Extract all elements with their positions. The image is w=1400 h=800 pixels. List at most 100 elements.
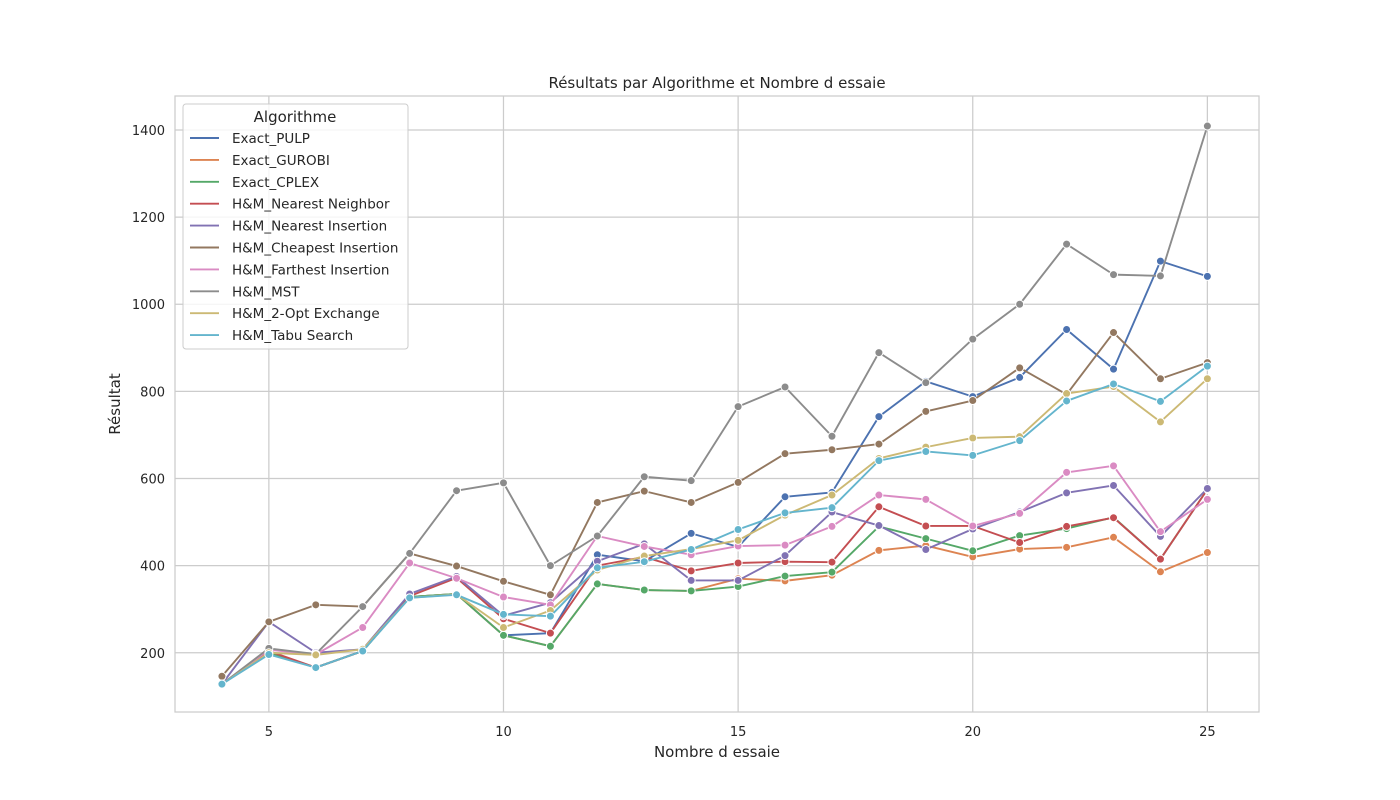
data-point xyxy=(639,557,649,567)
data-point xyxy=(874,521,884,531)
data-point xyxy=(545,641,555,651)
data-point xyxy=(1062,325,1072,335)
data-point xyxy=(1109,513,1119,523)
data-point xyxy=(686,528,696,538)
data-point xyxy=(921,378,931,388)
data-point xyxy=(264,649,274,659)
data-point xyxy=(1109,379,1119,389)
data-point xyxy=(1015,436,1025,446)
data-point xyxy=(921,545,931,555)
legend-item: H&M_2-Opt Exchange xyxy=(190,306,380,322)
data-point xyxy=(639,541,649,551)
legend: Algorithme Exact_PULP Exact_GUROBI Exact_C… xyxy=(182,103,409,350)
legend-label: H&M_Tabu Search xyxy=(232,328,353,344)
data-point xyxy=(827,557,837,567)
data-point xyxy=(1202,271,1212,281)
legend-item: Exact_CPLEX xyxy=(190,175,319,191)
legend-label: H&M_MST xyxy=(232,284,300,300)
series-line xyxy=(221,365,1208,685)
series-line xyxy=(221,464,1208,685)
data-point xyxy=(921,406,931,416)
legend-item: H&M_Tabu Search xyxy=(190,328,353,344)
legend-title: Algorithme xyxy=(254,108,337,126)
legend-item: Exact_GUROBI xyxy=(190,153,330,169)
data-point xyxy=(874,490,884,500)
data-point xyxy=(452,590,462,600)
data-point xyxy=(217,671,227,681)
legend-label: H&M_Nearest Neighbor xyxy=(232,197,390,213)
legend-label: H&M_Cheapest Insertion xyxy=(232,241,398,257)
data-point xyxy=(1202,484,1212,494)
data-point xyxy=(686,497,696,507)
data-point xyxy=(498,630,508,640)
data-point xyxy=(1155,396,1165,406)
data-point xyxy=(545,561,555,571)
data-point xyxy=(311,663,321,673)
data-point xyxy=(1202,121,1212,131)
data-point xyxy=(1015,508,1025,518)
legend-label: H&M_2-Opt Exchange xyxy=(232,306,380,322)
data-point xyxy=(592,497,602,507)
data-point xyxy=(780,508,790,518)
data-point xyxy=(498,478,508,488)
data-point xyxy=(1202,548,1212,558)
legend-item: H&M_MST xyxy=(190,284,300,300)
y-tick-label: 800 xyxy=(140,385,165,400)
data-point xyxy=(827,431,837,441)
data-point xyxy=(874,439,884,449)
data-point xyxy=(498,609,508,619)
data-point xyxy=(592,579,602,589)
data-point xyxy=(1109,270,1119,280)
data-point xyxy=(780,551,790,561)
data-point xyxy=(217,679,227,689)
data-point xyxy=(1015,299,1025,309)
data-point xyxy=(827,445,837,455)
data-point xyxy=(733,575,743,585)
data-point xyxy=(1109,328,1119,338)
data-point xyxy=(311,600,321,610)
data-point xyxy=(545,590,555,600)
data-point xyxy=(1202,361,1212,371)
data-point xyxy=(827,567,837,577)
data-point xyxy=(358,602,368,612)
legend-item: H&M_Farthest Insertion xyxy=(190,262,390,278)
data-point xyxy=(452,561,462,571)
chart-title: Résultats par Algorithme et Nombre d ess… xyxy=(548,74,885,92)
legend-box xyxy=(182,103,409,350)
data-point xyxy=(1155,567,1165,577)
y-axis-label: Résultat xyxy=(106,373,124,435)
series-line xyxy=(221,484,1209,685)
data-point xyxy=(733,402,743,412)
data-point xyxy=(498,622,508,632)
data-point xyxy=(733,535,743,545)
data-point xyxy=(1155,271,1165,281)
data-point xyxy=(968,546,978,556)
data-point xyxy=(1109,480,1119,490)
data-point xyxy=(968,433,978,443)
data-point xyxy=(545,611,555,621)
data-point xyxy=(733,524,743,534)
data-point xyxy=(827,503,837,513)
y-tick-label: 600 xyxy=(140,472,165,487)
data-point xyxy=(1062,488,1072,498)
data-point xyxy=(921,521,931,531)
data-point xyxy=(311,650,321,660)
data-point xyxy=(639,472,649,482)
data-point xyxy=(874,412,884,422)
legend-item: H&M_Nearest Neighbor xyxy=(190,197,390,213)
data-point xyxy=(1202,374,1212,384)
tick-layer: 5 10 15 20 25 200 400 600 800 1000 1200 1400 xyxy=(132,124,1216,740)
data-point xyxy=(780,382,790,392)
legend-label: Exact_PULP xyxy=(232,131,310,147)
data-point xyxy=(780,571,790,581)
data-point xyxy=(405,593,415,603)
legend-item: H&M_Nearest Insertion xyxy=(190,219,387,235)
legend-item: Exact_PULP xyxy=(190,131,310,147)
data-point xyxy=(1062,389,1072,399)
data-point xyxy=(452,573,462,583)
legend-label: Exact_CPLEX xyxy=(232,175,319,191)
data-point xyxy=(1062,239,1072,249)
data-point xyxy=(1155,554,1165,564)
